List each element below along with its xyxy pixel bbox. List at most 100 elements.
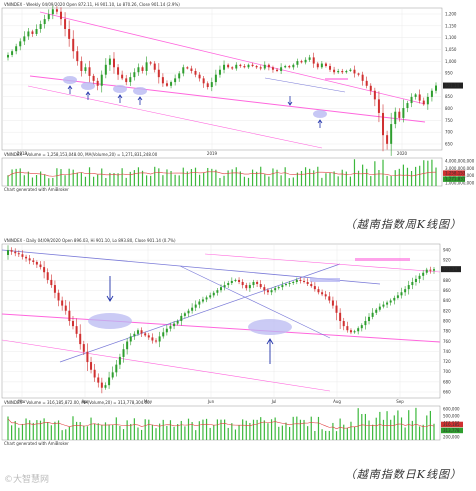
candle [313,286,316,290]
candle [404,289,407,293]
candle [425,269,428,273]
candle [133,72,136,78]
x-tick-label: May [144,399,153,404]
candle [112,58,115,68]
trend-line [29,75,426,123]
support-ellipse [63,76,77,84]
trend-line [39,11,426,105]
candle [25,256,28,259]
candle [357,328,360,332]
candle [84,67,87,71]
candle [341,70,344,73]
volume-last-label: 313,778 [443,428,460,433]
candle [316,63,319,68]
support-ellipse [113,85,127,93]
daily-chart-caption: （越南指数日K线图） [344,468,462,481]
y-tick-label: 740 [443,349,451,354]
candle [50,279,53,286]
candle [104,385,107,388]
candle [373,90,376,100]
candle [136,330,139,334]
candle [191,307,194,311]
y-tick-label: 860 [443,288,451,293]
candle [227,64,230,68]
candle [111,372,114,378]
y-tick-label: 920 [443,258,451,263]
candle [303,280,306,282]
y-tick-label: 850 [445,94,453,99]
volume-tick-label: 4,000,000,000 [445,159,475,164]
candle [14,251,17,254]
candle [72,38,75,52]
arrow-up-icon [137,96,143,105]
trend-line [27,85,323,149]
candle [141,67,144,71]
candle [149,62,152,64]
arrow-up-icon [266,338,274,364]
candle [212,292,215,296]
candle [300,61,303,63]
candle [266,290,269,293]
y-tick-label: 1,000 [445,59,457,64]
candle [345,70,348,73]
candle [64,19,67,29]
trend-line [264,77,346,93]
candle [121,74,124,79]
last-price-tag [443,82,463,89]
candle [243,66,246,68]
y-tick-label: 700 [443,369,451,374]
candle [277,287,280,289]
support-band [310,278,340,282]
y-tick-label: 840 [443,298,451,303]
candle [418,94,421,101]
candle [17,253,20,255]
candle [68,310,71,321]
candle [183,313,186,316]
candle [144,333,147,336]
candle [280,67,283,71]
candle [118,356,121,365]
volume-ma-line [7,171,437,177]
y-tick-label: 760 [443,339,451,344]
volume-last-tag [441,421,463,428]
candle [234,279,237,281]
support-ellipse [248,319,292,335]
candle [227,283,230,286]
candle [400,292,403,296]
candle [281,285,284,288]
y-tick-label: 880 [443,278,451,283]
candle [176,321,179,324]
volume-last-label: 1,271,831 [445,177,466,182]
candle [331,300,334,306]
candle [251,64,254,67]
candle [410,96,413,104]
candle [169,326,172,329]
candle [414,278,417,282]
candle [108,58,111,65]
candle [256,281,259,285]
candle [194,304,197,308]
candle [241,281,244,286]
y-tick-label: 1,150 [445,23,457,28]
candle [93,369,96,378]
candle [88,67,91,76]
candle [357,73,360,75]
candle [310,284,313,287]
price-header: VNINDEX - Weekly 04/09/2020 Open 872.11,… [4,2,180,7]
candle [97,377,100,383]
candle [235,64,238,69]
y-tick-label: 1,200 [445,12,457,17]
candle [7,250,9,255]
candle [321,292,324,295]
candle [231,67,234,69]
y-tick-label: 750 [445,118,453,123]
candle [47,14,50,20]
candle [165,328,168,333]
candle [68,28,71,39]
candle [53,285,56,293]
candle [173,323,176,327]
candle [100,382,103,388]
candle [218,69,221,75]
candle [137,67,140,73]
watermark: ©大智慧网 [4,475,50,485]
